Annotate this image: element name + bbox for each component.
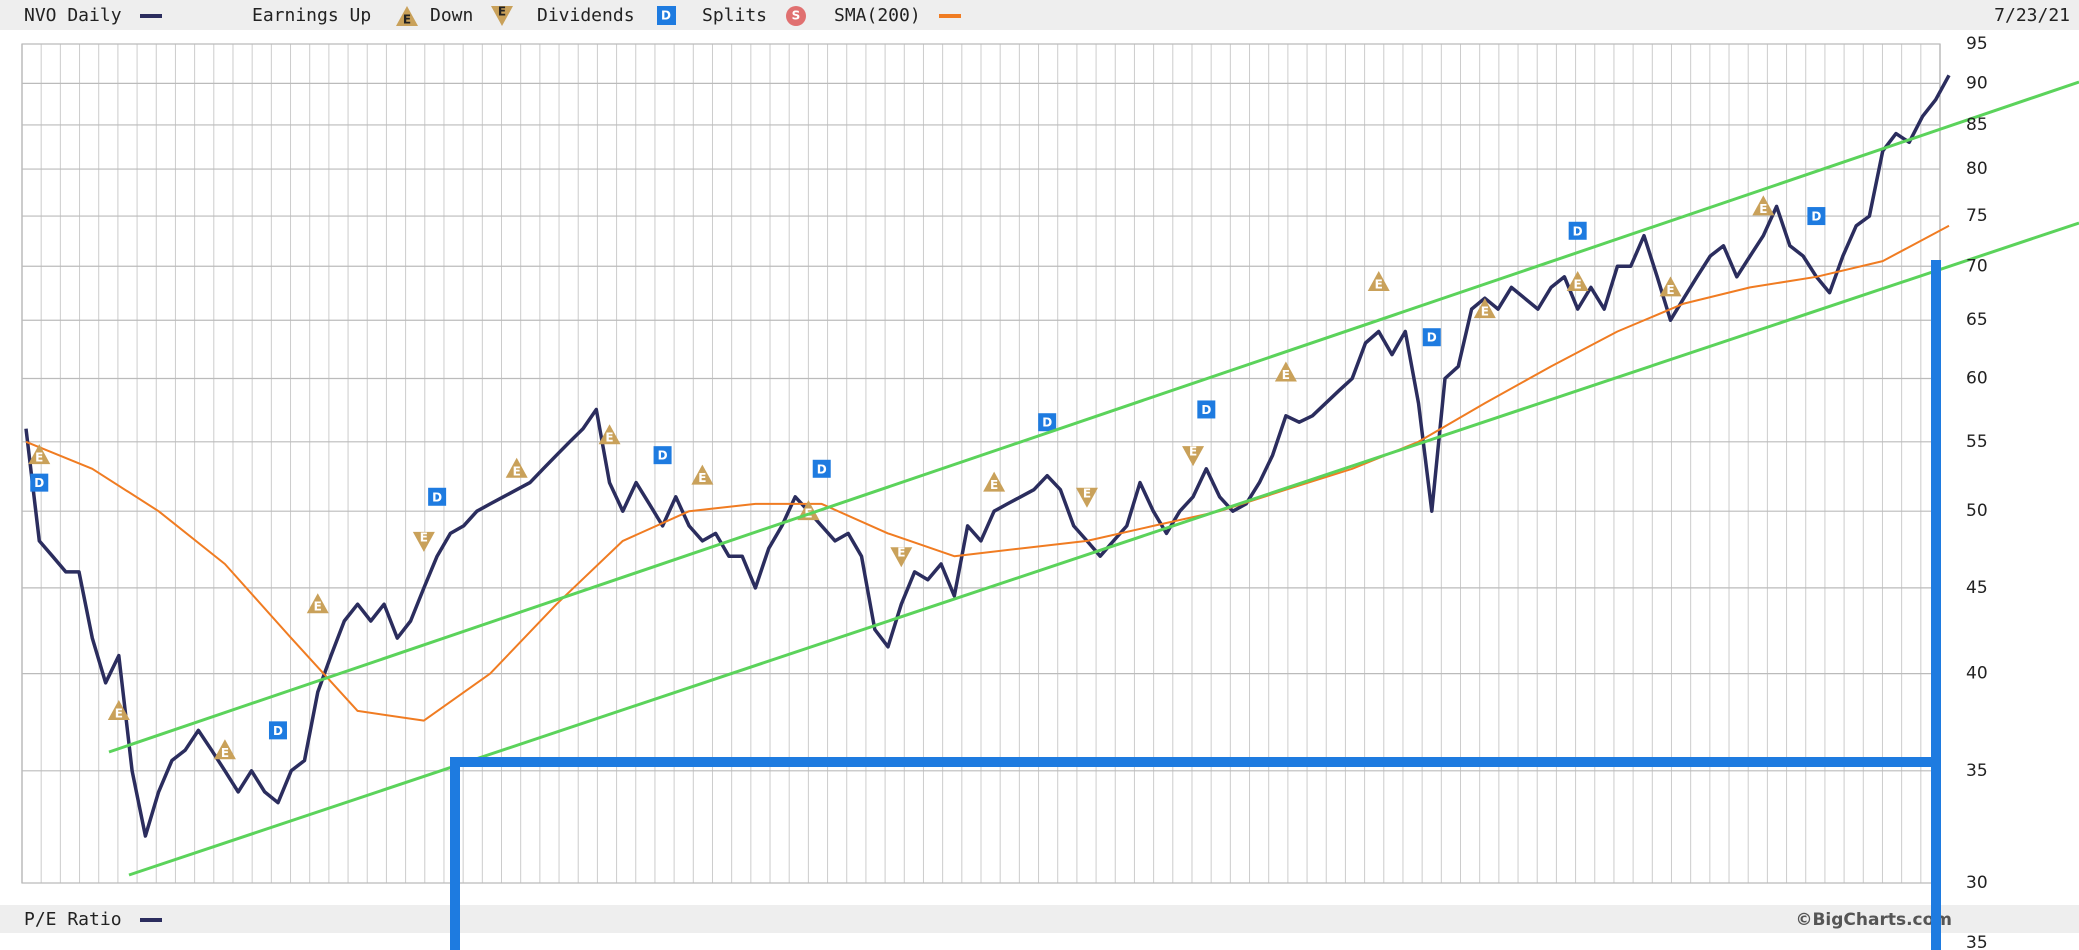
marker-label: E xyxy=(1282,368,1290,382)
marker-label: E xyxy=(605,431,613,445)
legend-icon-label: E xyxy=(403,13,411,27)
legend-swatch xyxy=(140,14,162,18)
y-tick-label: 90 xyxy=(1966,73,1988,93)
marker-label: D xyxy=(432,490,442,504)
marker-label: E xyxy=(513,464,521,478)
marker-label: E xyxy=(1666,283,1674,297)
y-tick-label: 30 xyxy=(1966,873,1988,893)
earnings-up-marker xyxy=(1752,195,1775,216)
earnings-up-marker xyxy=(983,471,1006,492)
dividend-marker xyxy=(812,459,831,478)
earnings-down-marker xyxy=(412,531,435,552)
legend-dividends: Dividends xyxy=(537,5,635,26)
dividend-marker xyxy=(1038,413,1057,432)
dividend-marker xyxy=(30,473,49,492)
marker-label: E xyxy=(698,471,706,485)
earnings-up-marker xyxy=(306,593,329,614)
dividend-marker xyxy=(428,487,447,506)
earnings-up-marker xyxy=(107,699,130,720)
marker-label: E xyxy=(990,478,998,492)
earnings-up-marker xyxy=(1274,361,1297,382)
legend-swatch xyxy=(939,14,961,18)
y-tick-label: 85 xyxy=(1966,115,1988,135)
marker-label: D xyxy=(1042,416,1052,430)
lower-panel-bar xyxy=(0,905,2079,933)
earnings-down-marker xyxy=(890,547,913,568)
legend-price: NVO Daily xyxy=(24,5,122,26)
y-tick-label: 75 xyxy=(1966,206,1988,226)
sma-line xyxy=(25,224,1950,722)
legend-sma: SMA(200) xyxy=(834,5,921,26)
marker-label: D xyxy=(1573,224,1583,238)
y-tick-label: 95 xyxy=(1966,34,1988,54)
marker-label: D xyxy=(817,462,827,476)
legend-icon xyxy=(657,6,676,25)
price-line xyxy=(24,74,1951,838)
legend-icon xyxy=(491,6,513,26)
legend-icon-label: D xyxy=(661,9,671,23)
dividend-marker xyxy=(1568,221,1587,240)
legend-icon-label: S xyxy=(792,9,801,23)
earnings-up-marker xyxy=(1473,298,1496,319)
y-tick-label: 80 xyxy=(1966,159,1988,179)
legend-splits: Splits xyxy=(702,5,767,26)
legend-icon xyxy=(786,6,806,26)
marker-label: E xyxy=(1375,278,1383,292)
earnings-down-marker xyxy=(1075,487,1098,508)
marker-label: E xyxy=(897,546,905,560)
dividend-marker xyxy=(1197,400,1216,419)
earnings-up-marker xyxy=(505,457,528,478)
y-tick-label: 65 xyxy=(1966,310,1988,330)
dividend-marker xyxy=(268,721,287,740)
marker-label: D xyxy=(34,476,44,490)
marker-label: E xyxy=(1759,202,1767,216)
y-tick-label: 35 xyxy=(1966,761,1988,781)
earnings-up-marker xyxy=(598,424,621,445)
lower-panel-title: P/E Ratio xyxy=(24,909,122,930)
dividend-marker xyxy=(1807,207,1826,226)
lower-y-tick-label: 35 xyxy=(1966,933,1988,950)
credit: ©BigCharts.com xyxy=(1795,910,1952,930)
marker-label: D xyxy=(1427,331,1437,345)
dividend-marker xyxy=(653,446,672,465)
marker-label: E xyxy=(1481,305,1489,319)
legend-earnings-up: Earnings Up xyxy=(252,5,371,26)
marker-label: D xyxy=(1201,403,1211,417)
y-tick-label: 55 xyxy=(1966,432,1988,452)
earnings-up-marker xyxy=(1367,271,1390,292)
marker-label: E xyxy=(420,530,428,544)
y-tick-label: 50 xyxy=(1966,501,1988,521)
earnings-up-marker xyxy=(213,739,236,760)
legend-earnings-down: Down xyxy=(430,5,473,26)
earnings-up-marker xyxy=(1659,276,1682,297)
marker-label: E xyxy=(1574,278,1582,292)
legend-icon xyxy=(396,6,418,26)
date: 7/23/21 xyxy=(1994,5,2070,26)
marker-label: E xyxy=(314,600,322,614)
y-tick-label: 60 xyxy=(1966,368,1988,388)
y-tick-label: 40 xyxy=(1966,664,1988,684)
marker-label: E xyxy=(221,746,229,760)
y-tick-label: 70 xyxy=(1966,256,1988,276)
dividend-marker xyxy=(1422,328,1441,347)
marker-label: D xyxy=(1811,210,1821,224)
earnings-down-marker xyxy=(1182,446,1205,467)
marker-label: D xyxy=(273,724,283,738)
legend-swatch xyxy=(140,918,162,922)
marker-label: D xyxy=(658,449,668,463)
earnings-up-marker xyxy=(1566,271,1589,292)
y-tick-label: 45 xyxy=(1966,578,1988,598)
marker-label: E xyxy=(1083,486,1091,500)
marker-label: E xyxy=(1189,445,1197,459)
marker-label: E xyxy=(115,706,123,720)
earnings-up-marker xyxy=(691,464,714,485)
marker-label: E xyxy=(35,451,43,465)
legend-icon-label: E xyxy=(498,5,506,19)
earnings-up-marker xyxy=(28,444,51,465)
legend-bar xyxy=(0,0,2079,30)
trend-line xyxy=(108,80,2079,754)
